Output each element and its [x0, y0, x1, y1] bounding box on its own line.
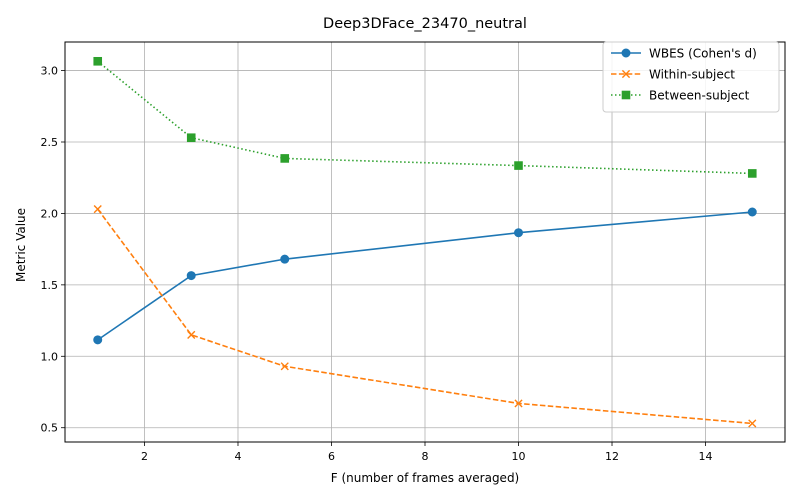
y-tick-label: 2.0	[41, 207, 59, 220]
x-tick-label: 14	[699, 450, 713, 463]
x-tick-label: 4	[234, 450, 241, 463]
axis-ticks: 2 4 6 8 10 12 14 0.5 1.0 1.5 2.0 2.5 3.0	[41, 65, 713, 463]
data-point	[280, 154, 290, 163]
y-tick-label: 0.5	[41, 422, 59, 435]
legend-marker	[621, 69, 631, 79]
data-point	[186, 271, 196, 281]
data-point	[514, 228, 524, 238]
x-tick-label: 6	[328, 450, 335, 463]
plot-series	[93, 56, 757, 428]
data-point	[514, 161, 523, 170]
x-tick-label: 8	[422, 450, 429, 463]
legend-label: Between-subject	[649, 89, 750, 103]
chart-title: Deep3DFace_23470_neutral	[323, 16, 527, 32]
y-tick-label: 1.0	[41, 350, 59, 363]
legend-label: Within-subject	[649, 68, 735, 82]
data-point	[748, 419, 757, 428]
data-point	[747, 207, 757, 217]
data-point	[93, 205, 102, 214]
x-tick-label: 10	[512, 450, 526, 463]
y-tick-label: 2.5	[41, 136, 59, 149]
legend-marker	[621, 48, 631, 58]
series-0	[93, 207, 757, 345]
series-2	[93, 56, 757, 178]
y-tick-label: 3.0	[41, 65, 59, 78]
data-point	[186, 133, 196, 143]
legend-label: WBES (Cohen's d)	[649, 47, 757, 61]
data-point	[93, 56, 103, 66]
x-tick-label: 2	[141, 450, 148, 463]
legend-marker	[621, 90, 631, 100]
y-axis-label: Metric Value	[14, 208, 28, 282]
x-axis-label: F (number of frames averaged)	[331, 471, 520, 485]
data-point	[747, 169, 757, 178]
data-point	[514, 399, 523, 408]
data-point	[93, 335, 103, 345]
series-1	[93, 205, 757, 428]
y-tick-label: 1.5	[41, 279, 59, 292]
data-point	[280, 362, 289, 371]
data-point	[280, 254, 290, 264]
legend: WBES (Cohen's d) Within-subject Between-su…	[602, 41, 780, 113]
legend-box	[602, 41, 780, 113]
data-point	[187, 330, 196, 339]
x-tick-label: 12	[605, 450, 619, 463]
